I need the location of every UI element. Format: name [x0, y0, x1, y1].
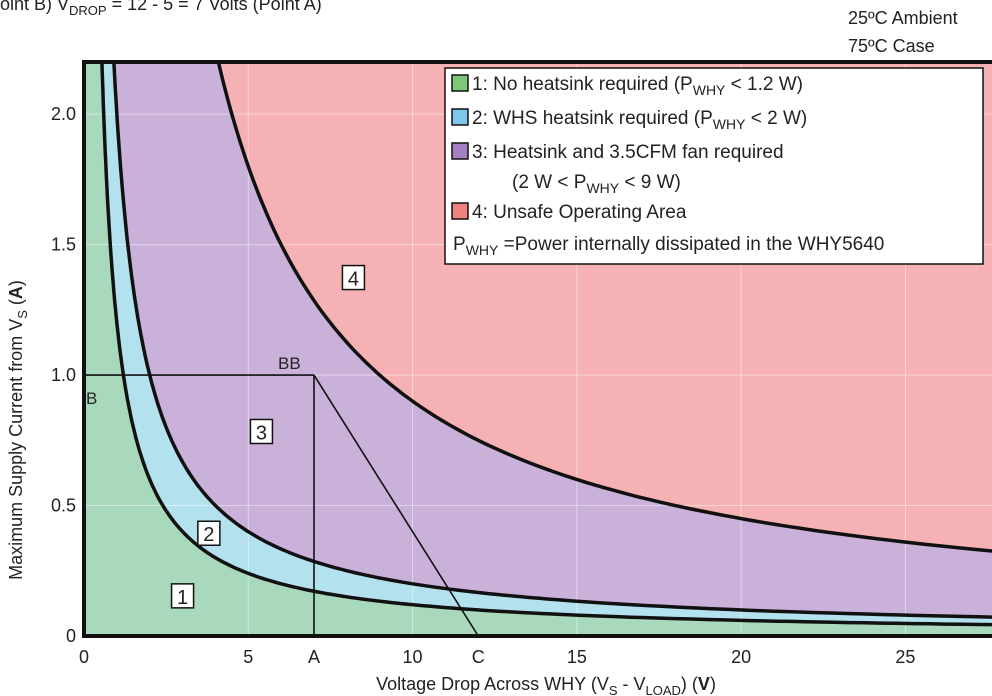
y-tick-label: 0.5 [51, 496, 76, 516]
x-tick-label: C [472, 647, 485, 667]
legend-swatch [451, 142, 469, 160]
plot-frame [82, 60, 992, 638]
x-axis-ticks: 0 5 A 10 C 15 20 25 [79, 647, 915, 667]
point-label-bb: BB [278, 354, 301, 373]
legend-entry: 1: No heatsink required (PWHY < 1.2 W) [472, 74, 803, 98]
region-marker-box-3 [249, 418, 274, 445]
legend-entry: (2 W < PWHY < 9 W) [512, 172, 681, 196]
region-no-heatsink [84, 62, 992, 636]
x-tick-label: 10 [403, 647, 423, 667]
boundary-curve-1-2w [100, 62, 992, 627]
legend-swatch [451, 108, 469, 126]
boundary-curve-2w [112, 62, 992, 619]
x-tick-label: 25 [895, 647, 915, 667]
legend-swatch [451, 202, 469, 220]
y-tick-label: 1.0 [51, 365, 76, 385]
header-partial-text: oint B) VDROP = 12 - 5 = 7 Volts (Point … [0, 0, 322, 18]
y-axis-title: Maximum Supply Current from VS (A) [6, 280, 30, 580]
region-marker-box-2 [197, 520, 221, 546]
legend-entry: 3: Heatsink and 3.5CFM fan required [472, 142, 784, 163]
boundary-curve-9w [216, 62, 992, 553]
region-marker-box-1 [170, 583, 195, 609]
legend-entry: 2: WHS heatsink required (PWHY < 2 W) [472, 108, 807, 132]
region-marker-label-2: 2 [203, 524, 214, 546]
region-marker-box-4 [341, 264, 366, 291]
x-tick-label: 5 [243, 647, 253, 667]
legend-swatch [451, 74, 469, 92]
legend-box [444, 67, 984, 265]
legend-entry: 4: Unsafe Operating Area [472, 202, 687, 223]
y-tick-label: 2.0 [51, 104, 76, 124]
load-line-diagonal [313, 374, 479, 636]
y-tick-label: 1.5 [51, 235, 76, 255]
region-marker-label-1: 1 [177, 587, 188, 609]
x-tick-label: A [308, 647, 320, 667]
x-tick-label: 15 [567, 647, 587, 667]
region-markers: 1 2 3 4 [170, 264, 366, 609]
ambient-temperature-note: 25ºC Ambient [848, 8, 958, 28]
region-heatsink-fan [84, 62, 992, 636]
x-axis-title: Voltage Drop Across WHY (VS - VLOAD) (V) [376, 674, 716, 696]
region-marker-label-3: 3 [256, 422, 267, 444]
x-tick-label: 0 [79, 647, 89, 667]
region-marker-label-4: 4 [348, 269, 359, 291]
point-label-b: B [86, 389, 97, 408]
case-temperature-note: 75ºC Case [848, 36, 935, 56]
y-tick-label: 0 [66, 626, 76, 646]
y-axis-ticks: 0 0.5 1.0 1.5 2.0 [51, 104, 76, 646]
x-tick-label: 20 [731, 647, 751, 667]
legend-footnote: PWHY =Power internally dissipated in the… [453, 234, 884, 258]
legend: 1: No heatsink required (PWHY < 1.2 W) 2:… [444, 67, 984, 265]
